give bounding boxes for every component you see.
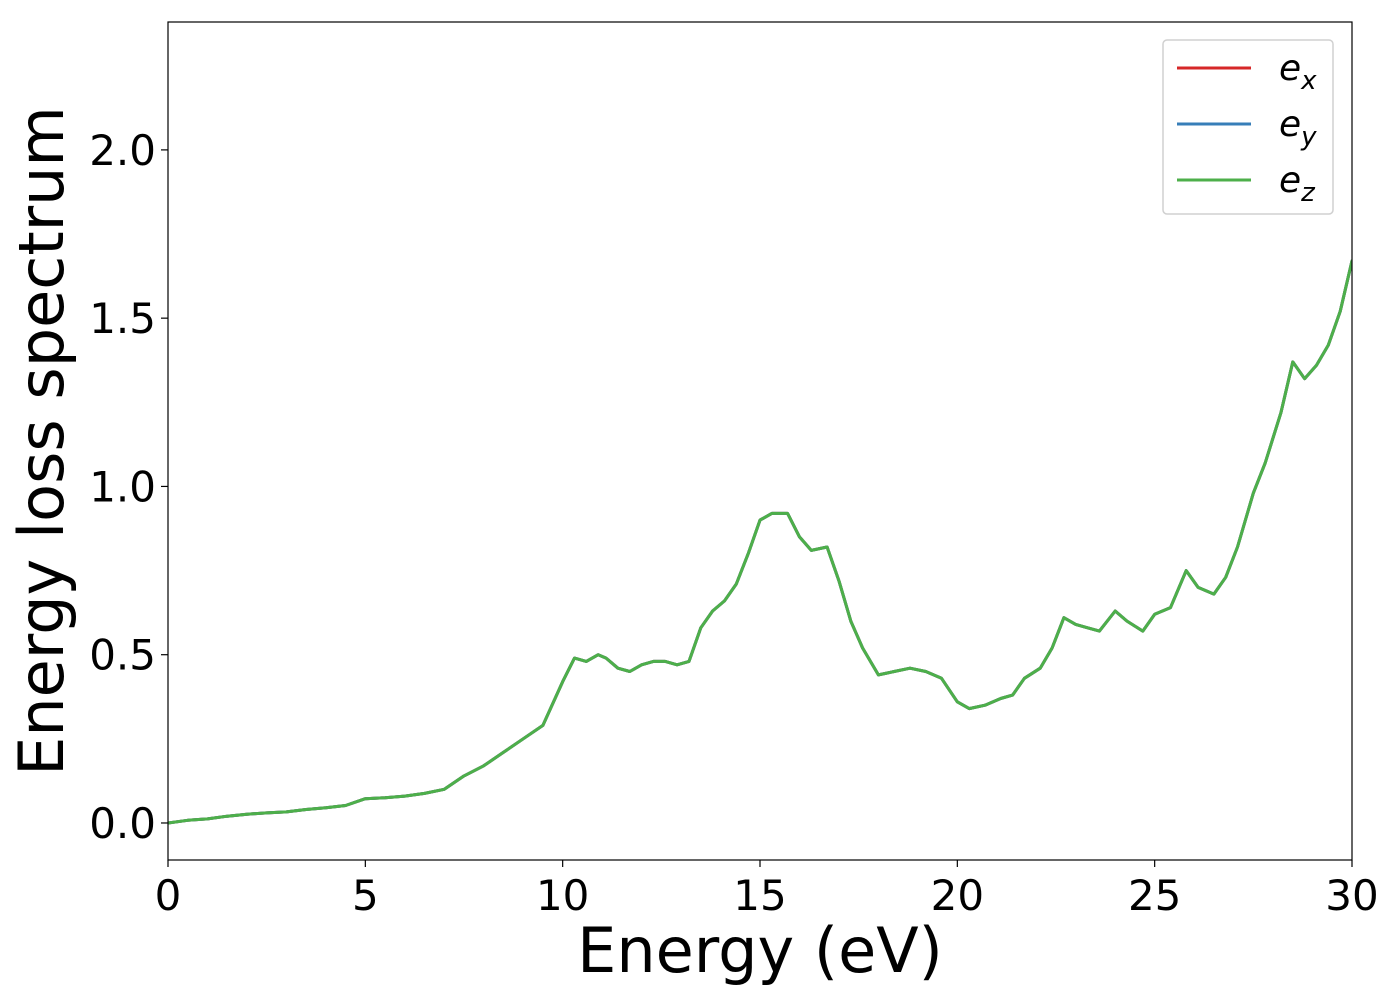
legend-label-x: ex xyxy=(1279,48,1317,96)
y-tick-label: 0.0 xyxy=(89,799,156,848)
y-tick-label: 1.0 xyxy=(89,462,156,511)
series-line-x xyxy=(168,259,1352,825)
legend-label-z: ez xyxy=(1279,160,1316,208)
x-tick-label: 0 xyxy=(155,871,182,920)
legend-label-base: e xyxy=(1279,48,1301,89)
x-tick-label: 10 xyxy=(536,871,589,920)
legend-label-subscript: y xyxy=(1300,122,1317,152)
series-line-y xyxy=(168,259,1352,825)
x-axis-label: Energy (eV) xyxy=(577,914,943,987)
x-tick-label: 15 xyxy=(733,871,786,920)
series-line-z xyxy=(168,259,1352,825)
x-tick-label: 30 xyxy=(1325,871,1378,920)
legend-label-subscript: z xyxy=(1300,178,1316,208)
x-tick-label: 25 xyxy=(1128,871,1181,920)
legend-label-subscript: x xyxy=(1300,66,1317,96)
y-axis: 0.0 0.5 1.0 1.5 2.0 xyxy=(89,126,168,848)
series-layer xyxy=(168,259,1352,825)
y-tick-label: 2.0 xyxy=(89,126,156,175)
legend-label-base: e xyxy=(1279,160,1301,201)
y-axis-label: Energy loss spectrum xyxy=(5,106,78,776)
legend-label-y: ey xyxy=(1279,104,1317,152)
legend-box xyxy=(1162,39,1334,215)
x-axis: 0 5 10 15 20 25 30 xyxy=(155,860,1379,920)
x-tick-label: 5 xyxy=(352,871,379,920)
y-tick-label: 1.5 xyxy=(89,294,156,343)
x-tick-label: 20 xyxy=(931,871,984,920)
y-tick-label: 0.5 xyxy=(89,631,156,680)
legend-label-base: e xyxy=(1279,104,1301,145)
